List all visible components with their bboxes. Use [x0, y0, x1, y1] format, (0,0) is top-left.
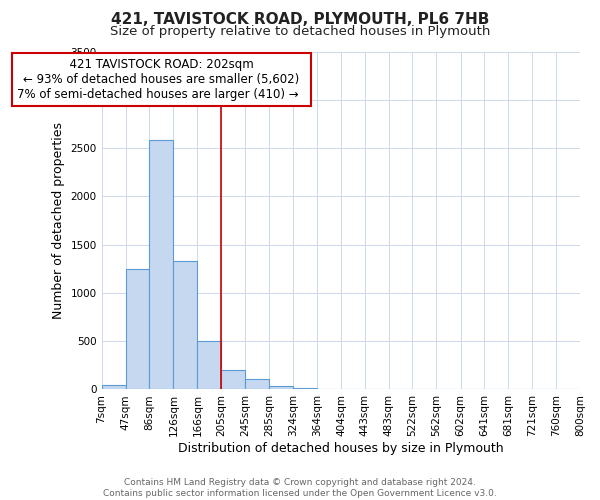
- Bar: [197, 341, 221, 390]
- Y-axis label: Number of detached properties: Number of detached properties: [52, 122, 65, 319]
- Text: Size of property relative to detached houses in Plymouth: Size of property relative to detached ho…: [110, 25, 490, 38]
- Bar: [125, 269, 149, 390]
- Text: 421, TAVISTOCK ROAD, PLYMOUTH, PL6 7HB: 421, TAVISTOCK ROAD, PLYMOUTH, PL6 7HB: [111, 12, 489, 28]
- Bar: [293, 388, 317, 390]
- Bar: [101, 384, 125, 390]
- Text: Contains HM Land Registry data © Crown copyright and database right 2024.
Contai: Contains HM Land Registry data © Crown c…: [103, 478, 497, 498]
- Bar: [149, 140, 173, 390]
- Text: 421 TAVISTOCK ROAD: 202sqm  
← 93% of detached houses are smaller (5,602)
7% of : 421 TAVISTOCK ROAD: 202sqm ← 93% of deta…: [17, 58, 306, 101]
- Bar: [221, 370, 245, 390]
- Bar: [173, 261, 197, 390]
- Bar: [245, 379, 269, 390]
- Bar: [269, 386, 293, 390]
- X-axis label: Distribution of detached houses by size in Plymouth: Distribution of detached houses by size …: [178, 442, 503, 455]
